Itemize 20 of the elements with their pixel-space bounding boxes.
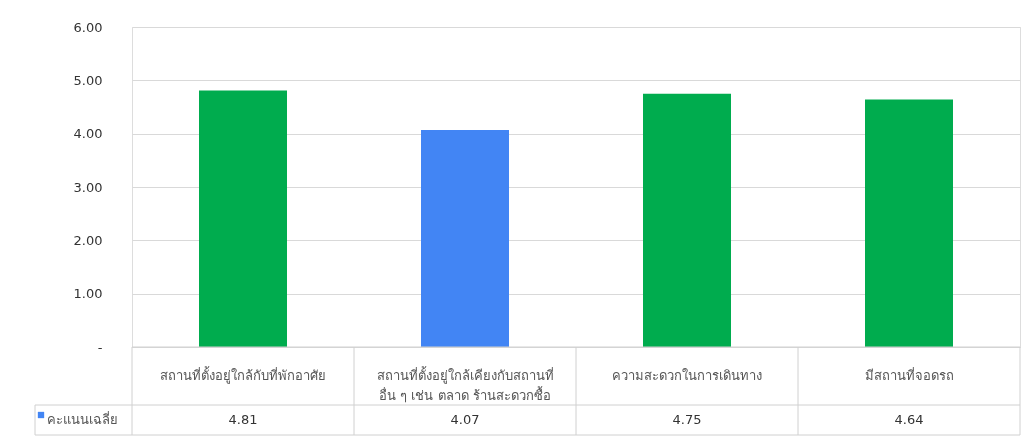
- y-tick-label: 4.00: [73, 126, 103, 142]
- data-label: 4.64: [894, 412, 924, 427]
- bar: [643, 93, 731, 347]
- legend-label: คะแนนเฉลี่ย: [47, 411, 118, 427]
- x-tick-label: สถานที่ตั้งอยู่ใกล้กับที่พักอาศัย: [160, 366, 326, 384]
- y-tick-label: 5.00: [73, 72, 103, 88]
- y-tick-label: 2.00: [73, 232, 103, 248]
- x-tick-label: มีสถานที่จอดรถ: [864, 367, 954, 383]
- y-tick-label: 1.00: [73, 286, 103, 302]
- y-tick-label: 3.00: [73, 179, 103, 195]
- data-label: 4.07: [450, 412, 480, 427]
- x-tick-label: ความสะดวกในการเดินทาง: [612, 368, 762, 383]
- y-tick-label: -: [97, 339, 103, 355]
- data-label: 4.75: [672, 412, 702, 427]
- bar: [199, 90, 287, 347]
- data-label: 4.81: [228, 412, 258, 427]
- bar: [865, 99, 953, 347]
- x-tick-label: สถานที่ตั้งอยู่ใกล้เคียงกับสถานที่ อื่น ๆ เช่น ตลาด ร้านสะดวกซื้อ: [376, 366, 554, 403]
- y-tick-label: 6.00: [73, 19, 103, 35]
- bar: [421, 129, 509, 347]
